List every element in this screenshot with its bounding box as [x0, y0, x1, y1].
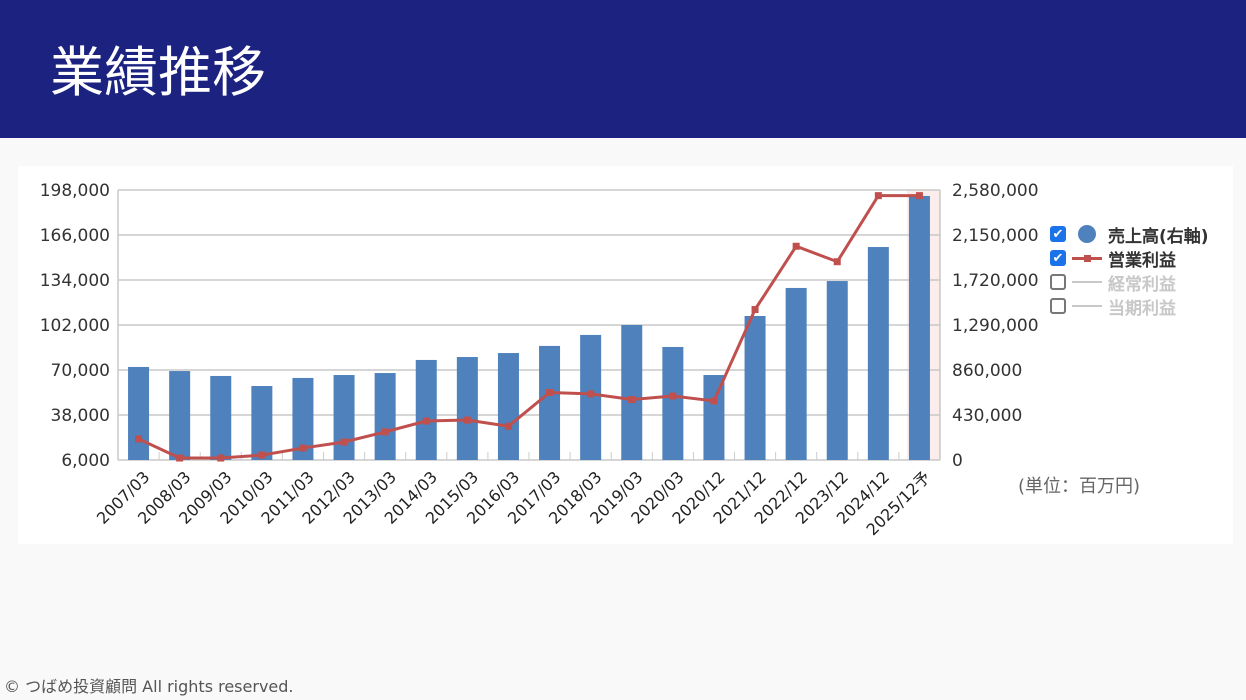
legend-item-operating-profit[interactable]: ✔ 営業利益	[1050, 246, 1209, 271]
operating-profit-point	[422, 417, 430, 425]
revenue-bar	[826, 281, 848, 460]
operating-profit-point	[217, 454, 225, 462]
left-axis-tick: 102,000	[40, 316, 110, 336]
left-axis-tick: 6,000	[61, 451, 110, 471]
legend-item-revenue[interactable]: ✔ 売上高(右軸)	[1050, 222, 1209, 247]
operating-profit-point	[135, 435, 143, 443]
operating-profit-point	[340, 438, 348, 446]
circle-marker-icon	[1072, 225, 1102, 243]
revenue-bar	[456, 357, 478, 460]
right-axis-tick: 1,290,000	[952, 316, 1039, 336]
operating-profit-point	[463, 416, 471, 424]
performance-chart: 6,000 0 38,000 430,000 70,000 860,000 102,000 1…	[40, 181, 1039, 539]
revenue-bar	[621, 325, 643, 460]
operating-profit-point	[751, 306, 759, 314]
left-axis-tick: 70,000	[51, 361, 110, 381]
legend-label: 当期利益	[1108, 298, 1176, 319]
line-marker-icon	[1072, 250, 1102, 266]
right-axis-tick: 2,580,000	[952, 181, 1039, 201]
operating-profit-point	[381, 428, 389, 436]
revenue-bar	[169, 371, 191, 460]
revenue-bar	[333, 375, 355, 460]
legend-label: 売上高(右軸)	[1108, 226, 1209, 247]
copyright-footer: © つばめ投資顧問 All rights reserved.	[4, 677, 294, 696]
legend-label: 営業利益	[1108, 250, 1176, 271]
revenue-bar	[415, 359, 437, 460]
revenue-bar	[867, 247, 889, 460]
revenue-bar	[908, 195, 930, 460]
legend-label: 経常利益	[1108, 274, 1176, 295]
operating-profit-point	[915, 192, 923, 200]
operating-profit-point	[176, 454, 184, 462]
revenue-bar	[703, 375, 725, 460]
left-axis-tick: 134,000	[40, 271, 110, 291]
revenue-bar	[128, 366, 150, 460]
right-axis-tick: 860,000	[952, 361, 1022, 381]
operating-profit-point	[546, 389, 554, 396]
checkbox-unchecked-icon[interactable]	[1050, 298, 1066, 314]
page-title: 業績推移	[50, 41, 266, 104]
chart-panel: 6,000 0 38,000 430,000 70,000 860,000 102,000 1…	[18, 166, 1233, 544]
revenue-bar	[374, 373, 396, 460]
revenue-bar	[785, 287, 807, 460]
revenue-bar	[580, 334, 602, 460]
revenue-bar	[539, 345, 561, 460]
line-marker-icon	[1072, 274, 1102, 290]
operating-profit-point	[258, 451, 266, 459]
chart-legend: ✔ 売上高(右軸) ✔ 営業利益 経常利益 当期利益	[1050, 222, 1209, 319]
legend-item-net-profit[interactable]: 当期利益	[1050, 294, 1209, 319]
right-axis-tick: 0	[952, 451, 963, 471]
operating-profit-point	[710, 397, 718, 405]
operating-profit-point	[628, 396, 636, 404]
unit-label: (単位：百万円)	[1018, 476, 1141, 497]
operating-profit-point	[792, 242, 800, 250]
right-axis-tick: 430,000	[952, 406, 1022, 426]
left-axis-tick: 198,000	[40, 181, 110, 201]
header-bar: 業績推移	[0, 0, 1246, 138]
revenue-bar	[662, 346, 684, 460]
operating-profit-point	[833, 258, 841, 266]
revenue-bar	[744, 316, 766, 460]
checkbox-checked-icon[interactable]: ✔	[1050, 250, 1066, 266]
checkbox-unchecked-icon[interactable]	[1050, 274, 1066, 290]
revenue-bar	[292, 377, 314, 460]
operating-profit-point	[504, 422, 512, 430]
left-axis-tick: 166,000	[40, 226, 110, 246]
operating-profit-point	[299, 444, 307, 452]
operating-profit-point	[587, 390, 595, 398]
line-marker-icon	[1072, 298, 1102, 314]
revenue-bar	[251, 386, 273, 460]
right-axis-tick: 1,720,000	[952, 271, 1039, 291]
left-axis-tick: 38,000	[51, 406, 110, 426]
operating-profit-point	[874, 192, 882, 200]
legend-item-ordinary-profit[interactable]: 経常利益	[1050, 270, 1209, 295]
operating-profit-point	[669, 392, 677, 400]
right-axis-tick: 2,150,000	[952, 226, 1039, 246]
revenue-bar	[210, 375, 232, 460]
checkbox-checked-icon[interactable]: ✔	[1050, 226, 1066, 242]
revenue-bar	[497, 353, 519, 460]
operating-profit-line	[137, 194, 920, 460]
